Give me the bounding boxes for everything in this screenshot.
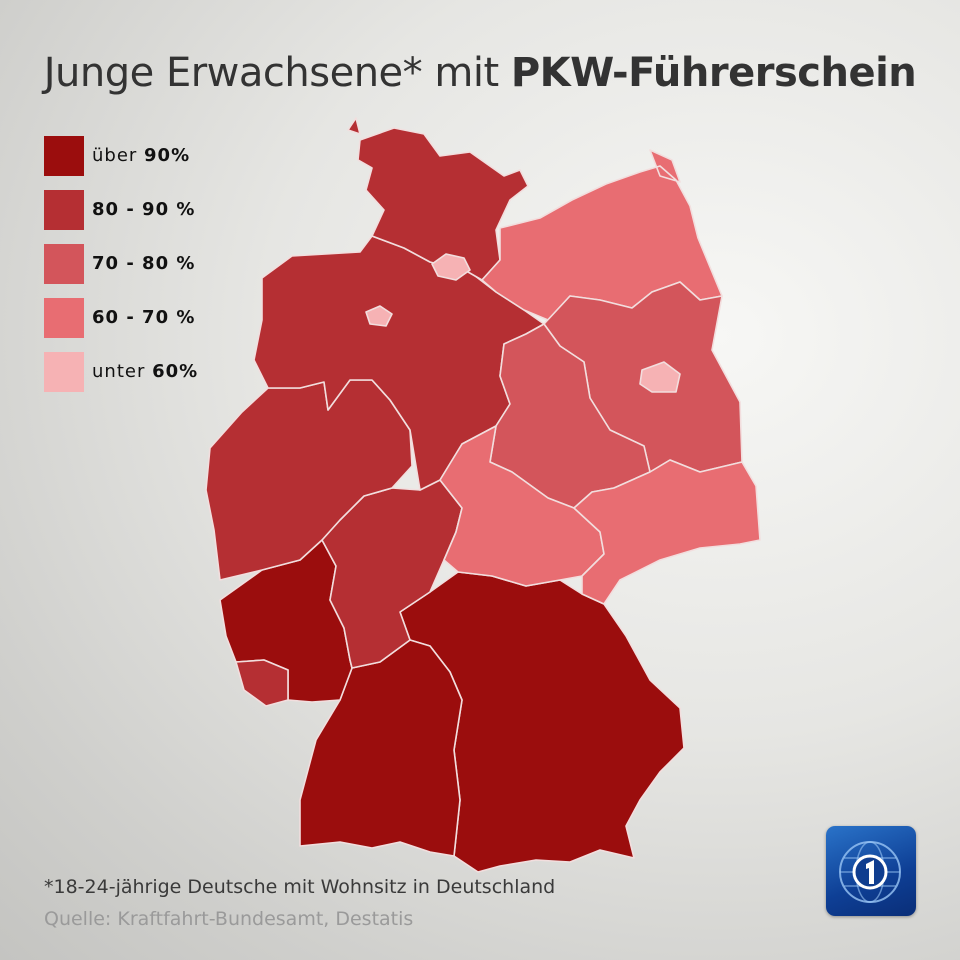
legend-swatch bbox=[44, 136, 84, 176]
region-hamburg bbox=[431, 253, 471, 281]
legend-item-under-60: unter 60% bbox=[44, 352, 264, 394]
legend-swatch bbox=[44, 352, 84, 392]
das-erste-logo bbox=[826, 826, 916, 916]
legend-item-80-90: 80 - 90 % bbox=[44, 190, 264, 232]
legend-label: 70 - 80 % bbox=[92, 253, 196, 274]
legend-label: unter 60% bbox=[92, 361, 199, 382]
page-title: Junge Erwachsene* mit PKW-Führerschein bbox=[0, 50, 960, 96]
region-sachsen bbox=[573, 459, 761, 605]
title-bold: PKW-Führerschein bbox=[510, 50, 917, 96]
region-bremen bbox=[365, 305, 393, 327]
legend-swatch bbox=[44, 298, 84, 338]
title-normal: Junge Erwachsene* mit bbox=[43, 50, 499, 96]
legend-swatch bbox=[44, 244, 84, 284]
region-baden-wuerttemberg bbox=[299, 639, 463, 857]
region-saarland bbox=[235, 659, 289, 707]
globe-icon bbox=[839, 841, 901, 903]
source-note: Quelle: Kraftfahrt-Bundesamt, Destatis bbox=[44, 908, 414, 930]
legend-item-over-90: über 90% bbox=[44, 136, 264, 178]
legend-item-70-80: 70 - 80 % bbox=[44, 244, 264, 286]
region-berlin bbox=[639, 361, 681, 393]
legend-label: 60 - 70 % bbox=[92, 307, 196, 328]
legend-label: 80 - 90 % bbox=[92, 199, 196, 220]
legend-label: über 90% bbox=[92, 145, 191, 166]
footnote: *18-24-jährige Deutsche mit Wohnsitz in … bbox=[44, 876, 556, 898]
legend-item-60-70: 60 - 70 % bbox=[44, 298, 264, 340]
legend-swatch bbox=[44, 190, 84, 230]
